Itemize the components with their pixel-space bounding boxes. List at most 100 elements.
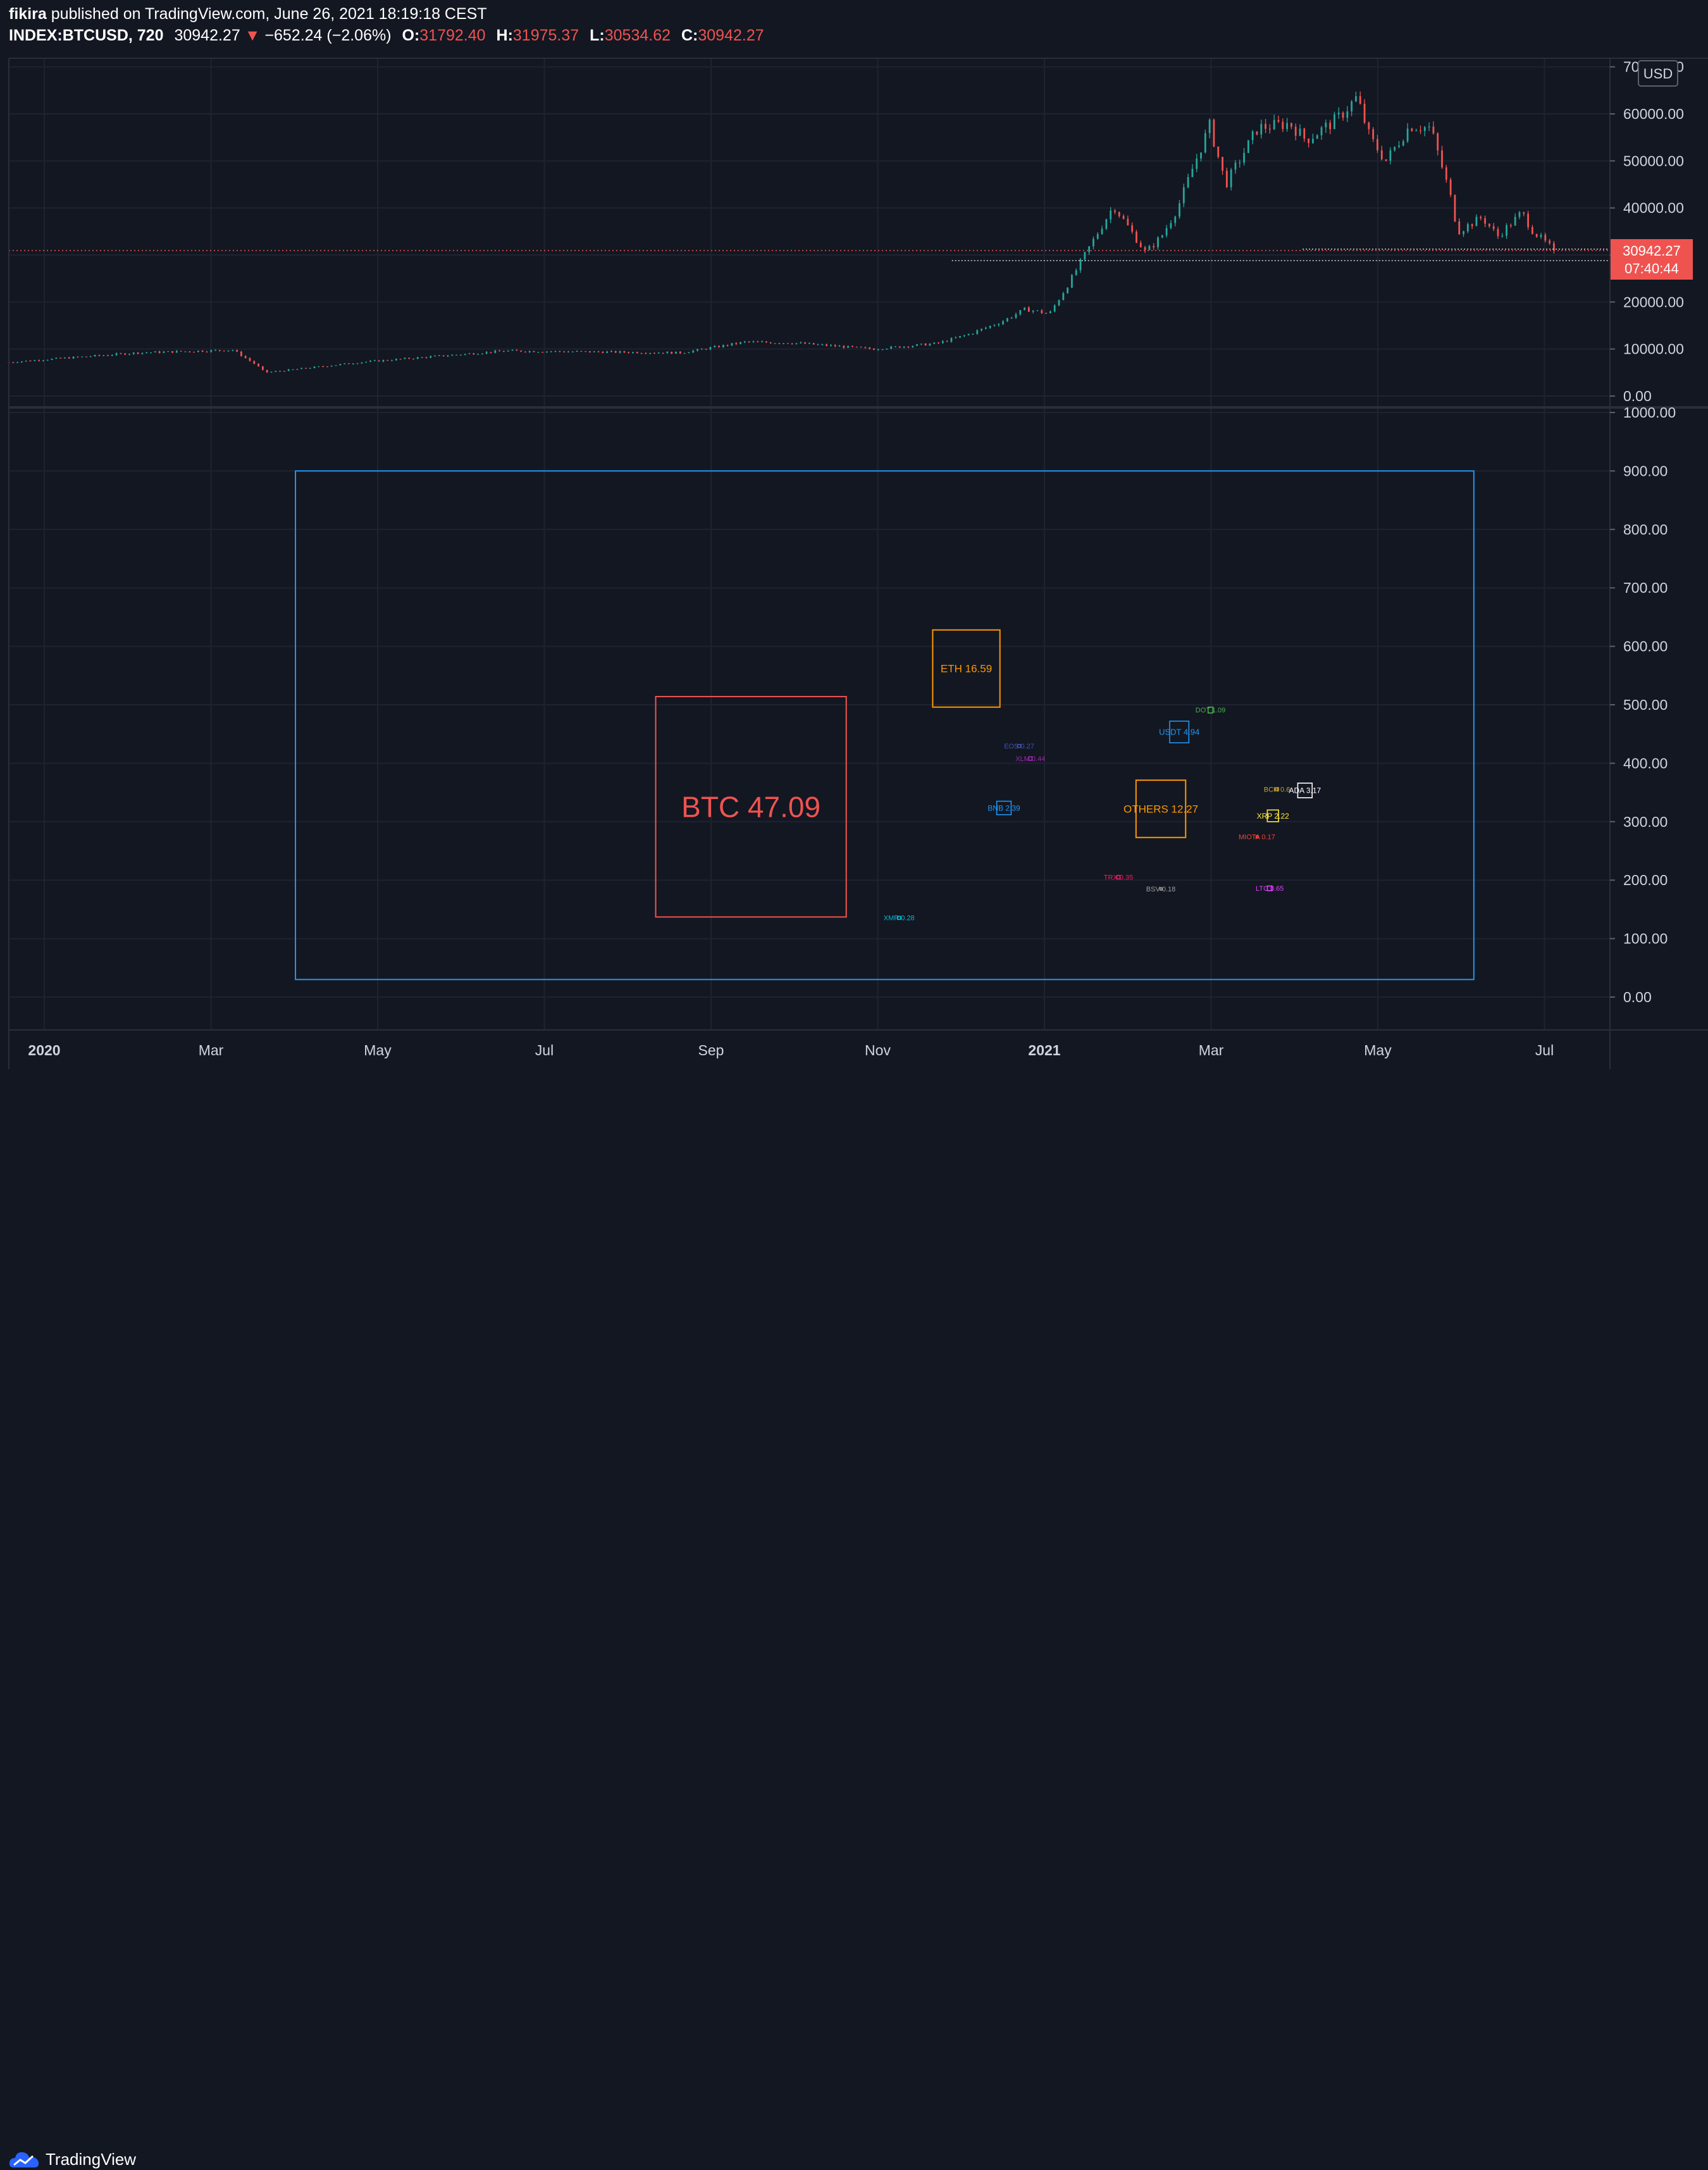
candle-body: [1294, 127, 1297, 136]
candle-body: [1041, 310, 1043, 313]
candle-body: [1406, 128, 1409, 142]
candle-body: [585, 351, 587, 352]
xmr-box[interactable]: [896, 915, 901, 920]
candle-body: [963, 335, 965, 337]
ltc-box[interactable]: [1266, 885, 1273, 891]
price-pane[interactable]: [8, 91, 1610, 373]
candle-body: [1423, 127, 1426, 132]
symbol-name[interactable]: INDEX:BTCUSD, 720: [9, 27, 164, 44]
candle-body: [1316, 135, 1318, 139]
candle-body: [941, 341, 944, 344]
candle-body: [1506, 225, 1507, 236]
candle-body: [1282, 121, 1284, 129]
candle-body: [864, 347, 867, 349]
grid-lines: [9, 58, 1610, 1030]
candle-body: [137, 352, 139, 354]
candle-body: [1492, 226, 1495, 229]
candle-body: [1096, 233, 1099, 239]
open-value: 31792.40: [419, 27, 486, 44]
candle-body: [528, 350, 531, 352]
candle-body: [1024, 307, 1025, 311]
candle-body: [981, 328, 982, 331]
publisher-name[interactable]: fikira: [9, 5, 47, 23]
trx-box[interactable]: [1116, 875, 1121, 880]
last-price: 30942.27: [174, 27, 240, 44]
eos-box[interactable]: [1017, 744, 1022, 748]
candle-body: [257, 363, 259, 367]
xlm-box[interactable]: [1028, 756, 1033, 761]
dominance-tick-label: 100.00: [1623, 931, 1668, 947]
price-tick-label: 40000.00: [1623, 200, 1684, 216]
candle-body: [800, 342, 802, 344]
dominance-pane[interactable]: BTC 47.09 ETH 16.59 OTHERS 12.27 USDT 4.94 A…: [295, 470, 1475, 981]
candle-body: [430, 356, 432, 358]
xrp-box[interactable]: [1266, 809, 1279, 822]
candle-body: [502, 351, 505, 352]
candle-body: [1411, 128, 1413, 132]
candle-body: [520, 350, 523, 352]
candle-body: [124, 353, 127, 355]
candle-body: [210, 350, 213, 352]
candle-body: [731, 343, 733, 346]
candle-body: [98, 355, 101, 356]
dominance-frame[interactable]: [295, 470, 1475, 981]
candle-body: [38, 360, 40, 361]
high-value: 31975.37: [512, 27, 579, 44]
candle-body: [817, 344, 819, 345]
eth-box[interactable]: [932, 629, 1001, 708]
candle-body: [929, 344, 931, 346]
x-tick-label: May: [1364, 1042, 1392, 1058]
candle-body: [714, 345, 716, 347]
candle-body: [1514, 216, 1516, 226]
x-tick-label: Nov: [865, 1042, 891, 1058]
others-box-label: OTHERS 12.27: [1123, 803, 1198, 815]
others-box[interactable]: [1135, 779, 1187, 838]
bch-box[interactable]: [1275, 787, 1279, 791]
candle-body: [675, 351, 677, 354]
candle-body: [589, 351, 591, 352]
candle-body: [1540, 235, 1542, 237]
candle-body: [1105, 219, 1108, 229]
candle-body: [1015, 314, 1017, 318]
candle-body: [1368, 122, 1370, 130]
candle-body: [1497, 228, 1499, 237]
bsv-box[interactable]: [1159, 887, 1163, 891]
candle-body: [335, 365, 337, 366]
price-tick-label: 10000.00: [1623, 341, 1684, 357]
miota-box[interactable]: [1255, 835, 1259, 839]
candle-body: [408, 357, 411, 359]
candle-body: [808, 343, 810, 344]
currency-badge[interactable]: [1638, 60, 1678, 87]
candle-body: [1308, 139, 1310, 144]
dot-box[interactable]: [1207, 706, 1214, 714]
candle-body: [1303, 128, 1306, 139]
candle-body: [959, 336, 961, 338]
dominance-tick-label: 600.00: [1623, 638, 1668, 655]
candle-body: [1518, 212, 1521, 217]
candle-body: [666, 352, 669, 354]
x-tick-label: Sep: [698, 1042, 724, 1058]
bnb-box[interactable]: [996, 800, 1012, 815]
candle-body: [657, 352, 660, 354]
x-tick-label: Jul: [1535, 1042, 1554, 1058]
candle-body: [1019, 310, 1022, 314]
published-text: published on TradingView.com, June 26, 2…: [51, 5, 487, 23]
candle-body: [145, 352, 148, 354]
candle-body: [1062, 293, 1065, 301]
candle-body: [326, 366, 328, 368]
chart-canvas[interactable]: BTC 47.09 ETH 16.59 OTHERS 12.27 USDT 4.94 A…: [0, 0, 1708, 1113]
usdt-box[interactable]: [1169, 721, 1190, 743]
candle-body: [1002, 321, 1004, 325]
candle-body: [1182, 187, 1185, 204]
candle-body: [1454, 195, 1456, 221]
btc-box[interactable]: [655, 696, 847, 918]
candle-body: [197, 350, 199, 352]
candle-body: [619, 351, 621, 353]
candle-body: [89, 356, 92, 357]
tradingview-logo[interactable]: TradingView: [9, 2148, 136, 2170]
candle-body: [826, 344, 828, 346]
candle-body: [924, 344, 927, 346]
ada-box[interactable]: [1297, 783, 1313, 798]
candle-body: [309, 368, 311, 369]
candle-body: [1544, 235, 1547, 241]
